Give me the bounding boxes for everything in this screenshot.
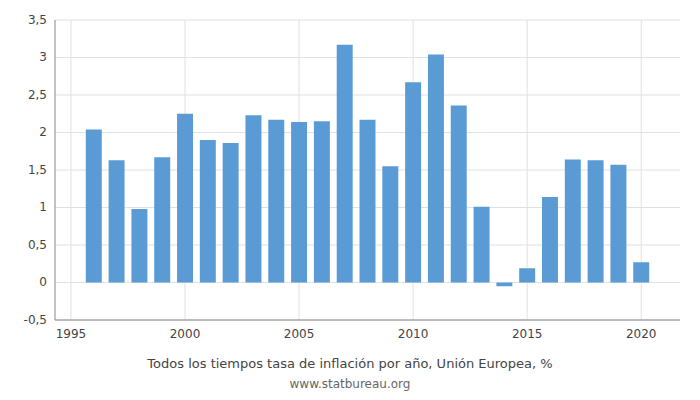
- bar: [200, 140, 216, 283]
- bar: [382, 166, 398, 282]
- bar: [337, 45, 353, 283]
- subtitle: www.statbureau.org: [290, 377, 411, 391]
- bar: [223, 143, 239, 283]
- y-tick-label: 0: [39, 275, 47, 289]
- grid-line-y: [55, 20, 680, 21]
- bar: [314, 121, 330, 282]
- y-tick-label: 1: [39, 200, 47, 214]
- grid-line-y: [55, 95, 680, 96]
- grid-line-y: [55, 320, 680, 321]
- axes: -0,5 0 0,5 1 1,5 2 2,5 3 3,5 1995 2000 2005 2010 2015…: [24, 13, 680, 342]
- bar: [360, 120, 376, 283]
- y-tick-label: 1,5: [28, 163, 47, 177]
- y-tick-label: 2,5: [28, 88, 47, 102]
- x-tick-label: 2005: [284, 327, 315, 341]
- bar: [177, 114, 193, 283]
- x-tick-label: 2015: [512, 327, 543, 341]
- x-tick-label: 2010: [398, 327, 429, 341]
- bar: [268, 120, 284, 283]
- title: Todos los tiempos tasa de inflación por …: [146, 356, 552, 371]
- bar: [610, 165, 626, 283]
- bars: [86, 45, 649, 287]
- y-tick-label: 2: [39, 125, 47, 139]
- chart: -0,5 0 0,5 1 1,5 2 2,5 3 3,5 1995 2000 2005 2010 2015…: [0, 0, 700, 400]
- bar: [131, 209, 147, 283]
- bar: [519, 268, 535, 282]
- grid-line-x: [70, 20, 71, 320]
- x-tick-label: 2000: [170, 327, 201, 341]
- grid: [55, 20, 680, 320]
- grid-line-y: [55, 57, 680, 58]
- bar: [405, 82, 421, 282]
- bar: [565, 160, 581, 283]
- y-axis-line: [55, 20, 56, 320]
- x-tick-label: 1995: [56, 327, 87, 341]
- bar: [451, 106, 467, 283]
- bar: [154, 157, 170, 282]
- bar: [86, 130, 102, 283]
- bar: [633, 262, 649, 282]
- y-tick-label: 3: [39, 50, 47, 64]
- y-tick-label: -0,5: [24, 313, 47, 327]
- y-tick-label: 3,5: [28, 13, 47, 27]
- bar: [291, 122, 307, 283]
- x-axis-line: [55, 320, 680, 321]
- x-tick-label: 2020: [626, 327, 657, 341]
- bar: [542, 197, 558, 283]
- bar: [245, 115, 261, 282]
- bar: [109, 160, 125, 282]
- y-tick-label: 0,5: [28, 238, 47, 252]
- bar: [428, 55, 444, 283]
- bar: [474, 207, 490, 283]
- bar: [588, 160, 604, 282]
- bar: [496, 283, 512, 287]
